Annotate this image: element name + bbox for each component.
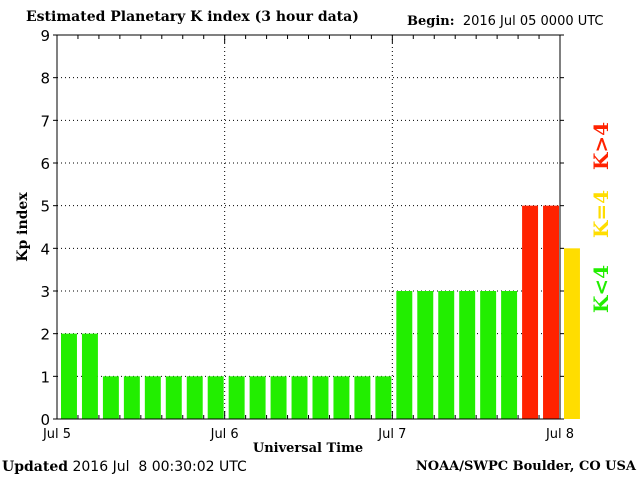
kp-bar (249, 376, 266, 419)
kp-bar (438, 291, 455, 419)
kp-bar (522, 205, 539, 419)
y-tick-label: 4 (40, 240, 50, 258)
grid-lines (57, 35, 560, 419)
kp-bar (270, 376, 287, 419)
kp-bar (186, 376, 203, 419)
credit-text: NOAA/SWPC Boulder, CO USA (415, 459, 636, 474)
kp-bar (354, 376, 371, 419)
updated-value: 2016 Jul 8 00:30:02 UTC (72, 459, 247, 475)
kp-bar (81, 333, 98, 419)
kp-bar (165, 376, 182, 419)
x-tick-label: Jul 6 (210, 427, 239, 442)
kp-bar (312, 376, 329, 419)
kp-bar (207, 376, 224, 419)
y-tick-label: 2 (40, 326, 50, 344)
y-tick-label: 5 (40, 198, 50, 216)
kp-bar (375, 376, 392, 419)
chart-title: Estimated Planetary K index (3 hour data… (26, 9, 359, 25)
y-axis-label: Kp index (15, 192, 31, 262)
y-tick-label: 0 (40, 411, 50, 429)
kp-bar (396, 291, 413, 419)
kp-bar (144, 376, 161, 419)
legend-item: K=4 (589, 190, 613, 238)
legend-item: K<4 (589, 265, 613, 313)
x-axis-label: Universal Time (253, 441, 363, 456)
updated-timestamp: Updated 2016 Jul 8 00:30:02 UTC (2, 459, 247, 475)
kp-bar (333, 376, 350, 419)
kp-bar (61, 333, 77, 419)
kp-bar (123, 376, 140, 419)
begin-value: 2016 Jul 05 0000 UTC (462, 14, 604, 29)
x-tick-label: Jul 8 (545, 427, 574, 442)
y-tick-label: 1 (40, 368, 50, 386)
kp-bar (564, 248, 580, 419)
legend-item: K>4 (589, 122, 613, 170)
x-tick-label: Jul 5 (42, 427, 71, 442)
kp-bar (480, 291, 497, 419)
kp-bar (501, 291, 518, 419)
begin-timestamp: Begin: 2016 Jul 05 0000 UTC (407, 14, 604, 29)
x-tick-label: Jul 7 (377, 427, 406, 442)
kp-bar (102, 376, 119, 419)
kp-bar (291, 376, 308, 419)
kp-bar (543, 205, 559, 419)
updated-label: Updated (2, 459, 69, 475)
y-axis-ticks: 0 1 2 3 4 5 6 7 8 9 (40, 27, 564, 429)
kp-bar (228, 376, 245, 419)
y-tick-label: 7 (40, 112, 50, 130)
bars (61, 205, 580, 419)
x-axis-ticks: Jul 5 Jul 6 Jul 7 Jul 8 (42, 35, 574, 442)
y-tick-label: 3 (40, 283, 50, 301)
legend: K>4 K=4 K<4 (589, 122, 613, 313)
y-tick-label: 6 (40, 155, 50, 173)
y-tick-label: 8 (40, 70, 50, 88)
y-tick-label: 9 (40, 27, 50, 45)
kp-bar (459, 291, 476, 419)
begin-label: Begin: (407, 14, 455, 29)
kp-bar (417, 291, 434, 419)
